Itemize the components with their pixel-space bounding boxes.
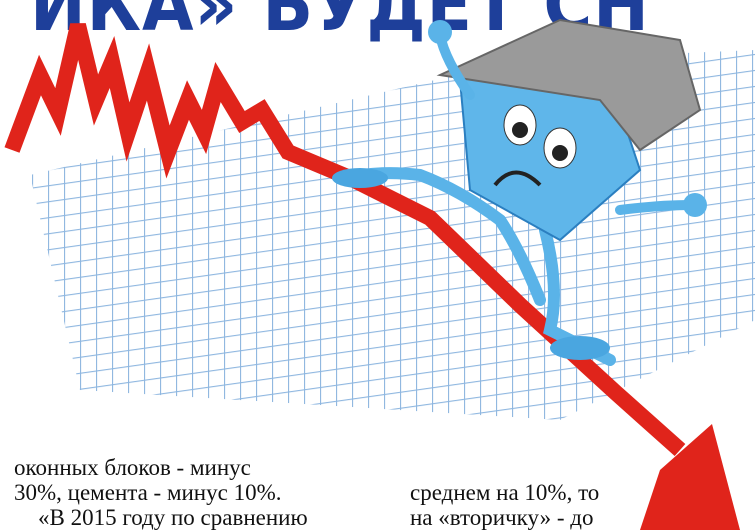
arrow-head <box>640 424 740 530</box>
page: ИКА» БУДЕТ СН оконны <box>0 0 755 530</box>
text-line: 30%, цемента - минус 10%. <box>14 480 282 506</box>
text-line: «В 2015 году по сравнению <box>38 505 308 530</box>
text-line: на «вторичку» - до <box>410 505 593 530</box>
illustration <box>0 0 755 530</box>
text-line: среднем на 10%, то <box>410 480 599 506</box>
text-line: оконных блоков - минус <box>14 455 251 481</box>
